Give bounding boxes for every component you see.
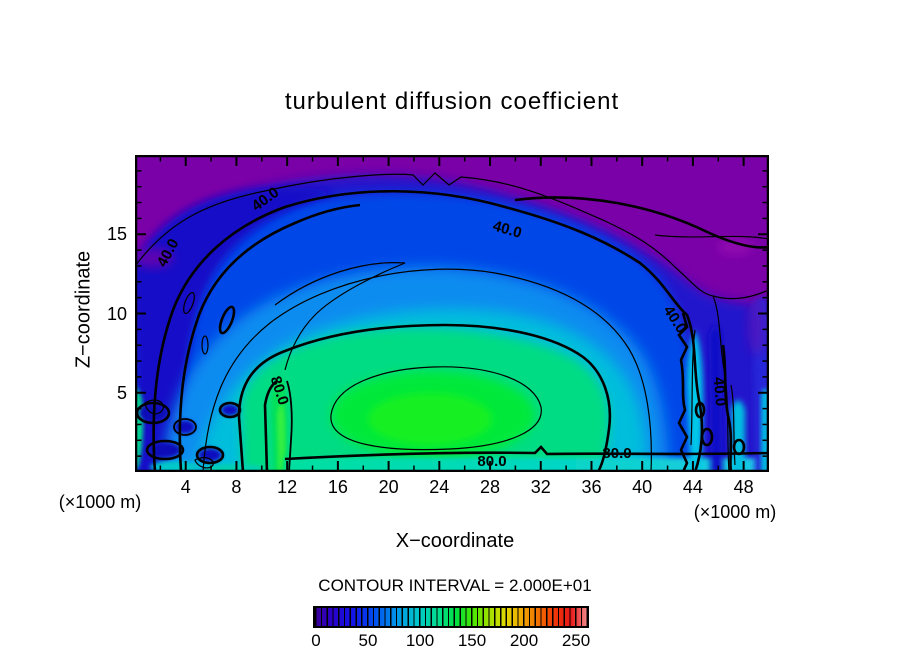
x-axis-unit-left: (×1000 m): [58, 492, 142, 512]
chart-title: turbulent diffusion coefficient: [284, 88, 620, 115]
x-tick-label: 20: [378, 477, 399, 497]
x-tick-label: 8: [231, 477, 242, 497]
x-tick-label: 24: [429, 477, 450, 497]
colorbar-tick-label: 100: [405, 631, 435, 650]
x-axis-label: X−coordinate: [395, 530, 515, 552]
x-tick-label: 32: [530, 477, 551, 497]
contour-label: 80.0: [477, 453, 506, 470]
x-tick-label: 12: [277, 477, 298, 497]
contour-label: 40.0: [710, 376, 729, 407]
colorbar-tick-label: 250: [561, 631, 591, 650]
colorbar-cells: [315, 608, 587, 626]
x-tick-label: 44: [682, 477, 703, 497]
colorbar-tick-label: 150: [457, 631, 487, 650]
x-axis-unit-right: (×1000 m): [693, 502, 777, 522]
x-tick-label: 4: [180, 477, 191, 497]
contour-plot-area: 40.0 40.0 40.0 40.0 40.0 80.0 80.0 80.0: [134, 154, 770, 473]
x-tick-label: 16: [327, 477, 348, 497]
x-tick-label: 40: [632, 477, 653, 497]
colorbar-tick-label: 200: [509, 631, 539, 650]
plot-border: [134, 154, 770, 473]
x-tick-label: 36: [581, 477, 602, 497]
contour-field: [135, 155, 769, 472]
contour-label: 80.0: [602, 445, 631, 462]
x-tick-label: 48: [733, 477, 754, 497]
colorbar-tick-label: 50: [358, 631, 378, 650]
contour-plot-svg: 40.040.040.040.040.080.080.0 80.0: [134, 154, 770, 473]
y-tick-label: 15: [106, 224, 127, 245]
contour-lines-thin: [135, 172, 769, 472]
y-tick-label: 5: [116, 382, 127, 403]
x-tick-label: 28: [480, 477, 501, 497]
axis-ticks: [137, 157, 767, 470]
contour-interval-text: CONTOUR INTERVAL = 2.000E+01: [318, 576, 592, 595]
y-tick-label: 10: [106, 303, 127, 324]
colorbar: [313, 606, 589, 628]
colorbar-tick-label: 0: [311, 631, 321, 650]
